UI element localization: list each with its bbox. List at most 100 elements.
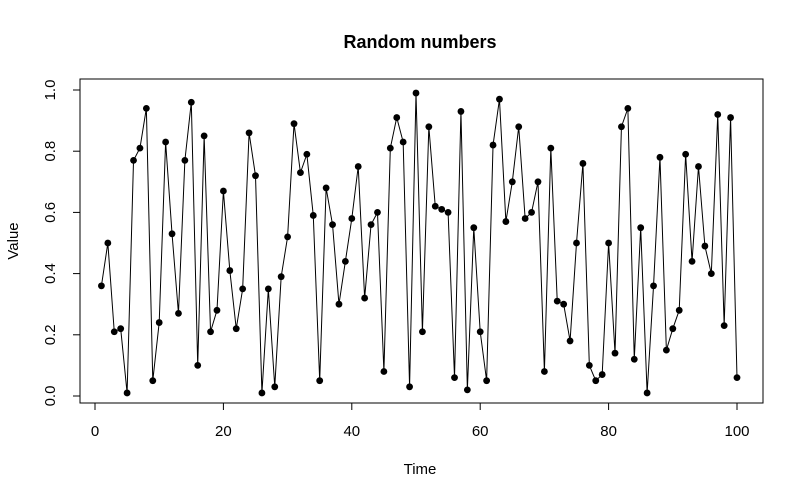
x-axis-label: Time — [404, 461, 437, 478]
data-point — [348, 215, 356, 222]
data-point — [412, 89, 420, 97]
data-point — [361, 294, 369, 302]
data-point — [483, 377, 491, 385]
data-point — [605, 239, 612, 247]
data-point — [707, 270, 715, 277]
data-point — [624, 104, 632, 112]
data-point — [675, 306, 683, 314]
data-point — [117, 325, 125, 333]
data-point — [585, 362, 593, 369]
data-point — [123, 389, 131, 397]
data-point — [573, 239, 580, 247]
data-point — [341, 257, 349, 265]
data-point — [335, 300, 343, 308]
data-point — [515, 123, 523, 131]
data-point — [425, 123, 433, 131]
x-tick-label: 100 — [724, 423, 749, 440]
data-point — [682, 150, 690, 158]
data-point — [309, 212, 317, 219]
y-tick-label: 0.2 — [42, 324, 59, 345]
data-point — [496, 95, 503, 103]
data-point — [104, 239, 112, 247]
data-point — [553, 297, 561, 305]
data-point — [611, 349, 619, 357]
data-point — [354, 163, 362, 170]
data-point — [207, 328, 214, 336]
data-point — [547, 144, 555, 152]
data-point — [98, 282, 105, 290]
data-point — [541, 368, 548, 375]
series-line — [100, 93, 738, 393]
data-point — [329, 221, 336, 229]
data-point — [630, 355, 638, 363]
data-point — [393, 114, 401, 121]
data-point — [502, 218, 510, 225]
data-point — [386, 144, 394, 152]
data-point — [232, 325, 240, 333]
data-point — [162, 138, 170, 146]
data-point — [258, 389, 266, 397]
data-point — [662, 346, 670, 354]
data-point — [194, 362, 202, 369]
data-point — [155, 319, 163, 326]
y-tick-label: 0.0 — [42, 386, 59, 407]
data-point — [579, 160, 587, 167]
data-point — [560, 300, 568, 308]
data-point — [637, 224, 645, 232]
data-point — [277, 273, 285, 281]
data-points — [98, 89, 741, 397]
data-point — [168, 230, 176, 238]
data-point — [438, 205, 446, 213]
data-point — [618, 123, 625, 131]
data-point — [566, 337, 574, 345]
x-tick-label: 80 — [600, 423, 617, 440]
data-point — [727, 114, 734, 121]
data-point — [470, 224, 478, 232]
data-point — [245, 129, 253, 137]
x-axis: 0 20 40 60 80 100 — [91, 402, 750, 440]
data-point — [720, 322, 728, 330]
data-point — [297, 169, 304, 177]
data-point — [213, 306, 221, 314]
data-point — [284, 233, 291, 241]
data-point — [149, 377, 157, 385]
data-point — [239, 285, 247, 293]
data-point — [714, 111, 722, 118]
chart-title: Random numbers — [343, 32, 496, 52]
x-tick-label: 60 — [472, 423, 489, 440]
data-point — [252, 172, 259, 180]
data-point — [669, 325, 677, 333]
data-point — [419, 328, 426, 336]
data-point — [733, 374, 741, 382]
data-point — [695, 163, 702, 170]
data-point — [271, 383, 279, 391]
data-point — [457, 108, 465, 115]
data-point — [656, 153, 664, 161]
y-tick-label: 0.4 — [42, 263, 59, 284]
data-point — [290, 120, 298, 128]
data-point — [489, 141, 497, 149]
data-point — [463, 386, 471, 394]
data-point — [322, 184, 330, 192]
data-point — [431, 202, 439, 210]
data-point — [508, 178, 516, 186]
data-point — [534, 178, 542, 186]
data-point — [142, 104, 150, 112]
y-tick-label: 1.0 — [42, 80, 59, 101]
x-tick-label: 0 — [91, 423, 99, 440]
data-point — [175, 309, 182, 317]
data-point — [136, 144, 144, 152]
data-point — [650, 282, 657, 290]
data-point — [528, 209, 535, 216]
data-point — [598, 371, 606, 378]
y-tick-label: 0.6 — [42, 202, 59, 223]
data-point — [367, 221, 375, 229]
data-point — [380, 368, 388, 375]
x-tick-label: 20 — [215, 423, 232, 440]
data-point — [181, 156, 189, 164]
data-point — [399, 138, 407, 146]
data-point — [110, 328, 118, 336]
data-point — [444, 209, 452, 216]
data-point — [200, 132, 208, 140]
